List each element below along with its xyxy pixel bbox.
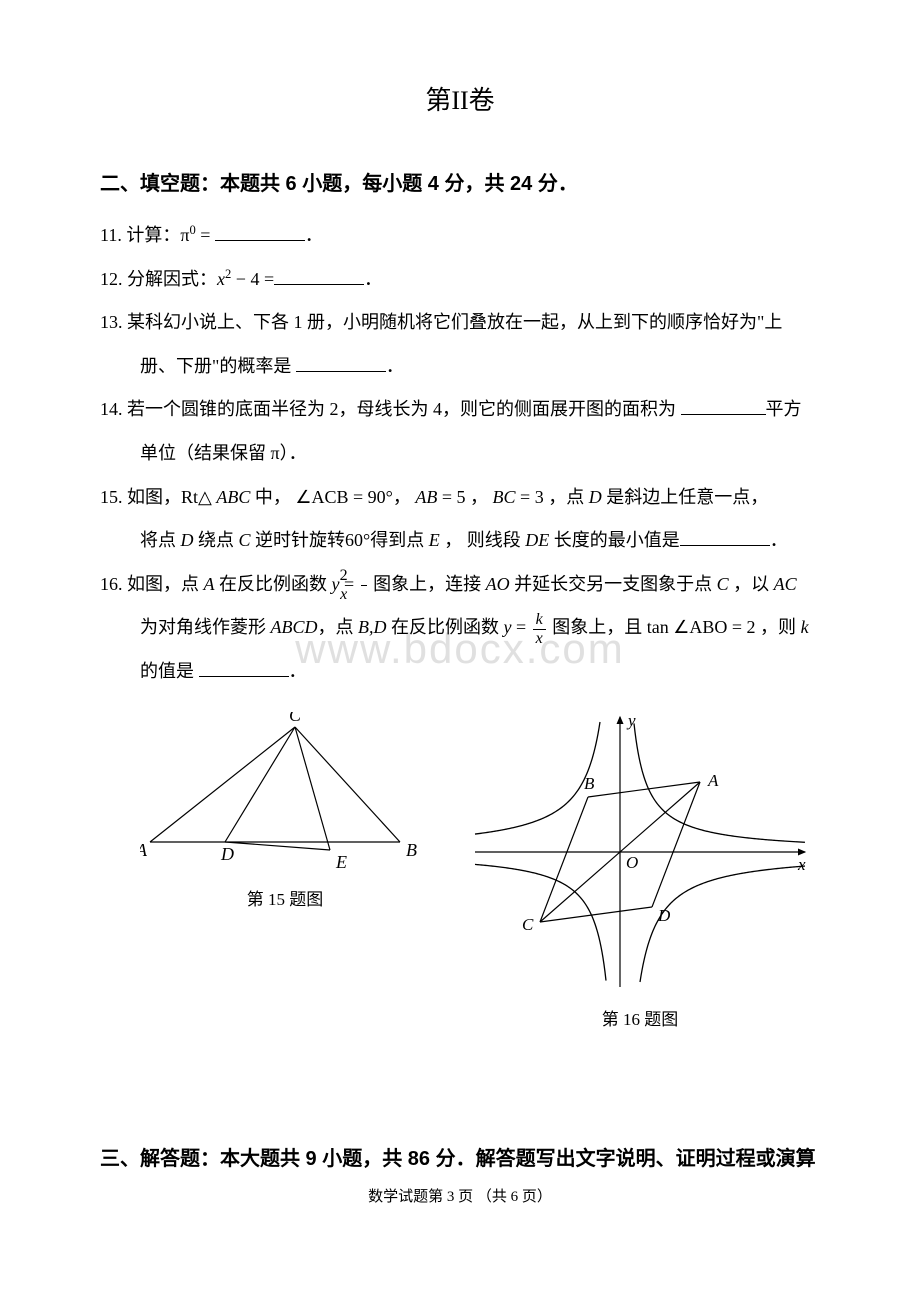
q16-mid4: ，以	[729, 574, 774, 594]
q15-l2b: 绕点	[194, 530, 239, 550]
question-13-line1: 13. 某科幻小说上、下各 1 册，小明随机将它们叠放在一起，从上到下的顺序恰好…	[100, 303, 820, 343]
q12-x: x	[217, 269, 225, 289]
section3-header: 三、解答题：本大题共 9 小题，共 86 分．解答题写出文字说明、证明过程或演算	[100, 1142, 816, 1171]
q15-angle: ∠ACB	[295, 487, 348, 507]
figure-15: A B C D E 第 15 题图	[140, 712, 430, 1030]
q11-blank	[215, 223, 305, 241]
q15-l2e: 长度的最小值是	[549, 530, 680, 550]
q15-mid1: 中，	[250, 487, 295, 507]
q16-l2d: 图象上，且 tan	[548, 617, 674, 637]
page-footer: 数学试题第 3 页 （共 6 页）	[0, 1185, 920, 1206]
q16-ac: AC	[774, 574, 797, 594]
q15-abc: ABC	[216, 487, 250, 507]
q16-a: A	[204, 574, 215, 594]
question-11: 11. 计算：π0 = ．	[100, 216, 820, 256]
q14-tail: 平方	[766, 399, 802, 419]
question-15-line2: 将点 D 绕点 C 逆时针旋转60°得到点 E ， 则线段 DE 长度的最小值是…	[100, 521, 820, 561]
q16-cpt: C	[717, 574, 729, 594]
q16-ao: AO	[486, 574, 510, 594]
q16-l2b: ，点	[318, 617, 359, 637]
figure-16: A B C D Ox y 第 16 题图	[470, 712, 810, 1030]
question-12: 12. 分解因式：x2 − 4 =．	[100, 260, 820, 300]
question-16-line3: 的值是 ．	[100, 652, 820, 692]
q16-prefix: 16. 如图，点	[100, 574, 204, 594]
q16-y: y	[332, 574, 340, 594]
q15-l2c: 逆时针旋转60°得到点	[251, 530, 429, 550]
q16-l3: 的值是	[140, 661, 199, 681]
q14-line1-text: 14. 若一个圆锥的底面半径为 2，母线长为 4，则它的侧面展开图的面积为	[100, 399, 681, 419]
q15-d2: D	[181, 530, 194, 550]
figure-15-caption: 第 15 题图	[140, 885, 430, 910]
q16-k: k	[801, 617, 809, 637]
q16-f2n: k	[533, 612, 546, 630]
svg-text:B: B	[406, 840, 417, 860]
q15-blank	[680, 528, 770, 546]
svg-text:y: y	[626, 712, 636, 730]
q15-d: D	[589, 487, 602, 507]
q15-prefix: 15. 如图，Rt△	[100, 487, 216, 507]
question-16-line2: 为对角线作菱形 ABCD，点 B,D 在反比例函数 y = kx 图象上，且 t…	[100, 608, 820, 648]
q15-e: E	[429, 530, 440, 550]
question-15-line1: 15. 如图，Rt△ ABC 中， ∠ACB = 90°， AB = 5 ， B…	[100, 478, 820, 518]
q15-eq90: = 90°，	[349, 487, 416, 507]
q16-f2d: x	[533, 630, 546, 647]
q16-mid3: 并延长交另一支图象于点	[510, 574, 717, 594]
question-14-line2: 单位（结果保留 π）．	[100, 434, 820, 474]
q16-y2: y	[504, 617, 512, 637]
svg-text:D: D	[220, 844, 234, 864]
figures-row: A B C D E 第 15 题图 A B C D Ox y 第 16 题图	[100, 712, 820, 1030]
svg-text:O: O	[626, 853, 638, 872]
q16-l2a: 为对角线作菱形	[140, 617, 271, 637]
svg-text:A: A	[140, 840, 148, 860]
svg-text:x: x	[797, 855, 806, 874]
question-14-line1: 14. 若一个圆锥的底面半径为 2，母线长为 4，则它的侧面展开图的面积为 平方	[100, 390, 820, 430]
q14-blank	[681, 397, 766, 415]
svg-text:C: C	[522, 915, 534, 934]
q16-l2e: = 2 ，则	[727, 617, 800, 637]
figure-15-svg: A B C D E	[140, 712, 430, 872]
q15-bc: BC	[493, 487, 516, 507]
q12-blank	[274, 267, 364, 285]
q12-tail: − 4 =	[231, 269, 274, 289]
svg-text:B: B	[584, 774, 595, 793]
svg-text:E: E	[335, 852, 347, 872]
q15-eq5: = 5 ，	[437, 487, 492, 507]
q15-eq3: = 3 ，点	[516, 487, 589, 507]
q16-f1n: 2	[361, 568, 367, 586]
q13-blank	[296, 354, 386, 372]
figure-16-caption: 第 16 题图	[470, 1005, 810, 1030]
svg-text:A: A	[707, 771, 719, 790]
svg-text:D: D	[657, 906, 671, 925]
q16-mid2: 图象上，连接	[369, 574, 486, 594]
q11-prefix: 11. 计算：	[100, 225, 180, 245]
q13-line2-text: 册、下册"的概率是	[140, 356, 296, 376]
q15-l2d: ， 则线段	[440, 530, 526, 550]
q15-tail1: 是斜边上任意一点，	[602, 487, 769, 507]
q16-mid1: 在反比例函数	[215, 574, 332, 594]
q16-abo: ∠ABO	[673, 617, 727, 637]
q15-ab: AB	[415, 487, 437, 507]
question-13-line2: 册、下册"的概率是 ．	[100, 347, 820, 387]
q16-blank	[199, 659, 289, 677]
q16-l2c: 在反比例函数	[387, 617, 504, 637]
svg-text:C: C	[289, 712, 302, 725]
q15-c: C	[239, 530, 251, 550]
section2-header: 二、填空题：本题共 6 小题，每小题 4 分，共 24 分．	[100, 167, 820, 196]
q16-bd: B,D	[358, 617, 387, 637]
q15-de: DE	[525, 530, 549, 550]
figure-16-svg: A B C D Ox y	[470, 712, 810, 992]
q11-eq: =	[196, 225, 215, 245]
q16-eq2: =	[512, 617, 531, 637]
q15-l2a: 将点	[140, 530, 181, 550]
question-16-line1: 16. 如图，点 A 在反比例函数 y = 2x 图象上，连接 AO 并延长交另…	[100, 565, 820, 605]
q12-prefix: 12. 分解因式：	[100, 269, 217, 289]
q16-f1d: x	[361, 586, 367, 603]
volume-title: 第II卷	[100, 80, 820, 117]
q16-abcd: ABCD	[271, 617, 318, 637]
